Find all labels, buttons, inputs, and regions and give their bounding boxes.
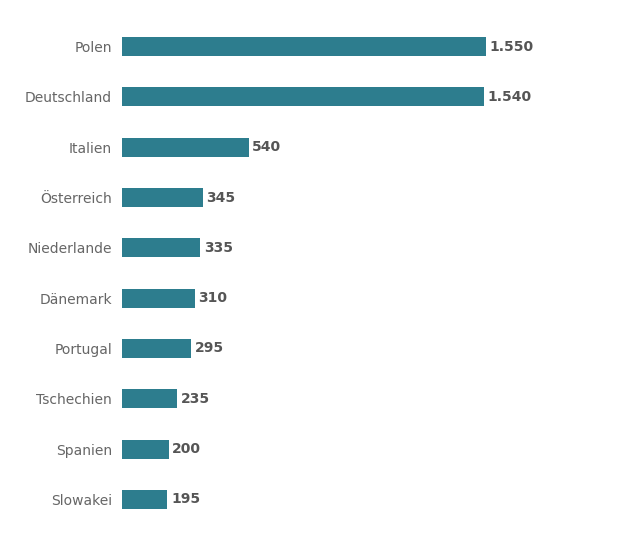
Text: 1.550: 1.550 <box>490 39 534 54</box>
Bar <box>122 339 191 358</box>
Text: 200: 200 <box>172 442 201 456</box>
Text: 335: 335 <box>204 241 233 255</box>
Bar <box>122 238 200 257</box>
Bar <box>122 87 484 106</box>
Text: 345: 345 <box>206 191 236 205</box>
Text: 295: 295 <box>195 341 223 355</box>
Bar <box>122 389 177 408</box>
Bar <box>122 289 195 308</box>
Text: 195: 195 <box>171 492 200 507</box>
Bar <box>122 37 486 56</box>
Text: 540: 540 <box>252 140 282 154</box>
Bar <box>122 138 248 157</box>
Bar <box>122 440 169 459</box>
Bar <box>122 188 203 207</box>
Text: 1.540: 1.540 <box>488 90 532 104</box>
Text: 235: 235 <box>180 392 209 406</box>
Bar <box>122 490 168 509</box>
Text: 310: 310 <box>198 291 227 305</box>
